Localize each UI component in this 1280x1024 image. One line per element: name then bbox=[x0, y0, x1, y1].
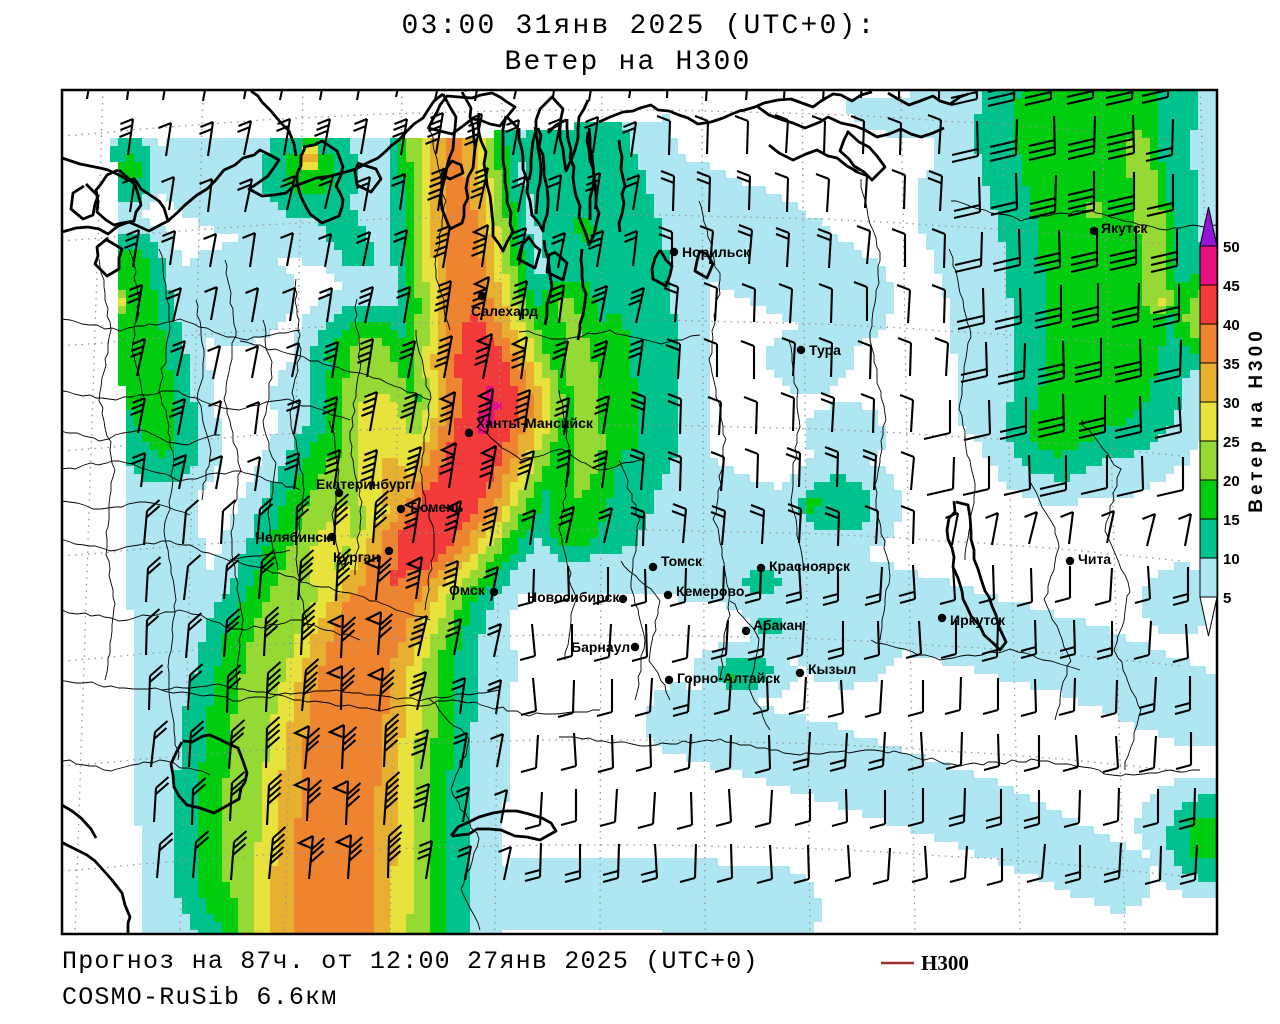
svg-text:03:00 31янв 2025 (UTC+0):: 03:00 31янв 2025 (UTC+0): bbox=[401, 11, 876, 42]
svg-text:Кемерово: Кемерово bbox=[676, 583, 744, 599]
svg-text:Чита: Чита bbox=[1078, 551, 1111, 567]
svg-text:COSMO-RuSib 6.6км: COSMO-RuSib 6.6км bbox=[62, 983, 337, 1012]
svg-text:Тюмень: Тюмень bbox=[408, 499, 464, 515]
svg-text:Томск: Томск bbox=[661, 553, 703, 569]
svg-text:35: 35 bbox=[1223, 356, 1240, 373]
svg-text:Барнаул: Барнаул bbox=[571, 639, 630, 655]
svg-text:Екатеринбург: Екатеринбург bbox=[316, 476, 411, 492]
svg-text:Якутск: Якутск bbox=[1101, 220, 1148, 236]
svg-text:Ветер на H300: Ветер на H300 bbox=[504, 47, 751, 78]
svg-text:Иркутск: Иркутск bbox=[950, 612, 1006, 628]
svg-text:5: 5 bbox=[1223, 590, 1231, 607]
svg-text:Ханты-Мансийск: Ханты-Мансийск bbox=[476, 415, 594, 431]
svg-text:Челябинск: Челябинск bbox=[255, 529, 331, 545]
svg-text:Норильск: Норильск bbox=[682, 244, 751, 260]
svg-text:Горно-Алтайск: Горно-Алтайск bbox=[677, 670, 781, 686]
svg-text:Абакан: Абакан bbox=[753, 617, 803, 633]
svg-text:Салехард: Салехард bbox=[471, 303, 538, 319]
svg-text:Курган: Курган bbox=[333, 549, 380, 565]
svg-text:30: 30 bbox=[1223, 395, 1240, 412]
svg-text:25: 25 bbox=[1223, 434, 1240, 451]
svg-text:50: 50 bbox=[1223, 239, 1240, 256]
svg-text:Прогноз на 87ч. от 12:00 27янв: Прогноз на 87ч. от 12:00 27янв 2025 (UTC… bbox=[62, 947, 759, 976]
svg-text:10: 10 bbox=[1223, 551, 1240, 568]
svg-text:45: 45 bbox=[1223, 278, 1240, 295]
svg-text:15: 15 bbox=[1223, 512, 1240, 529]
svg-text:40: 40 bbox=[1223, 317, 1240, 334]
svg-text:Кызыл: Кызыл bbox=[808, 661, 856, 677]
svg-text:Ветер на H300: Ветер на H300 bbox=[1246, 327, 1267, 513]
svg-text:Красноярск: Красноярск bbox=[769, 558, 851, 574]
svg-text:Тура: Тура bbox=[809, 342, 841, 358]
svg-text:H300: H300 bbox=[921, 951, 969, 975]
svg-text:Омск: Омск bbox=[449, 582, 486, 598]
svg-text:Новосибирск: Новосибирск bbox=[527, 589, 620, 605]
svg-text:20: 20 bbox=[1223, 473, 1240, 490]
